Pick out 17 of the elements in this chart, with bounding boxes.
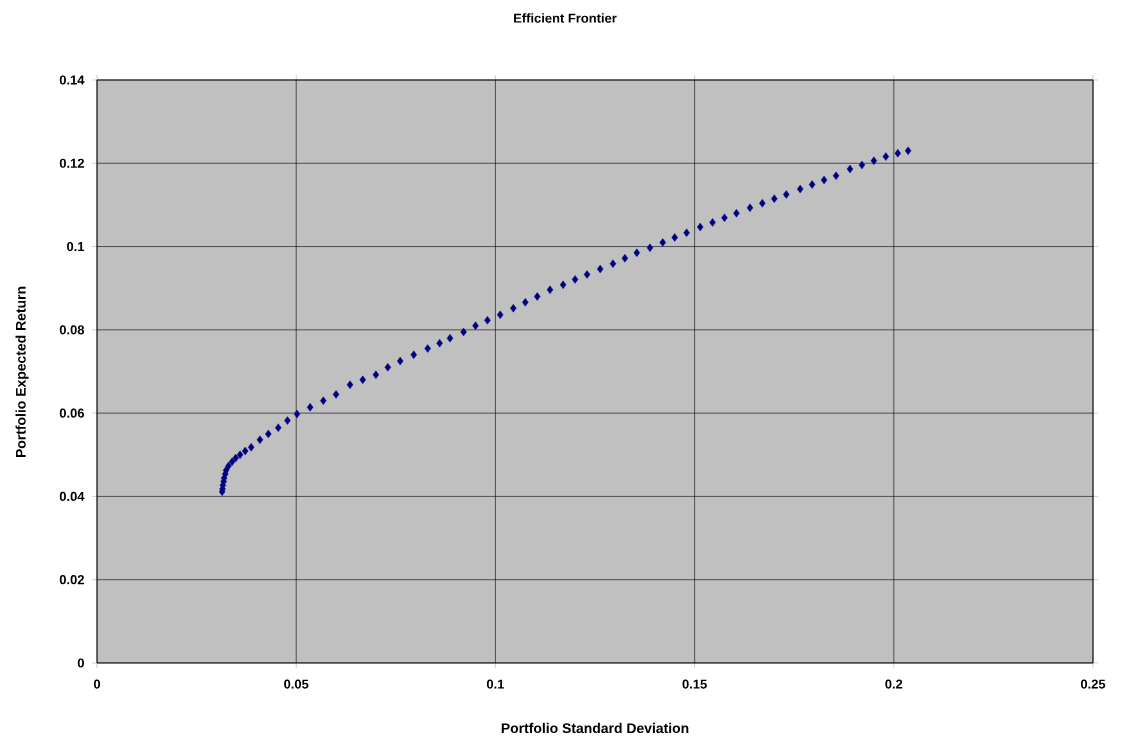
x-tick-label: 0 <box>93 679 101 689</box>
x-tick-label: 0.1 <box>486 679 505 689</box>
x-tick-label: 0.25 <box>1080 679 1106 689</box>
y-tick-label: 0.04 <box>59 491 85 501</box>
y-tick-label: 0.12 <box>59 158 84 168</box>
y-axis-title: Portfolio Expected Return <box>15 286 29 458</box>
y-tick-label: 0.02 <box>59 575 84 585</box>
y-tick-label: 0.08 <box>59 325 85 335</box>
chart-title: Efficient Frontier <box>514 13 617 23</box>
y-tick-label: 0.06 <box>59 408 85 418</box>
x-axis-title: Portfolio Standard Deviation <box>501 722 689 734</box>
y-tick-label: 0.14 <box>59 75 85 85</box>
x-tick-label: 0.15 <box>682 679 707 689</box>
x-tick-label: 0.2 <box>885 679 903 689</box>
y-tick-label: 0 <box>77 658 84 668</box>
y-tick-label: 0.1 <box>67 241 85 252</box>
x-tick-label: 0.05 <box>284 679 309 689</box>
